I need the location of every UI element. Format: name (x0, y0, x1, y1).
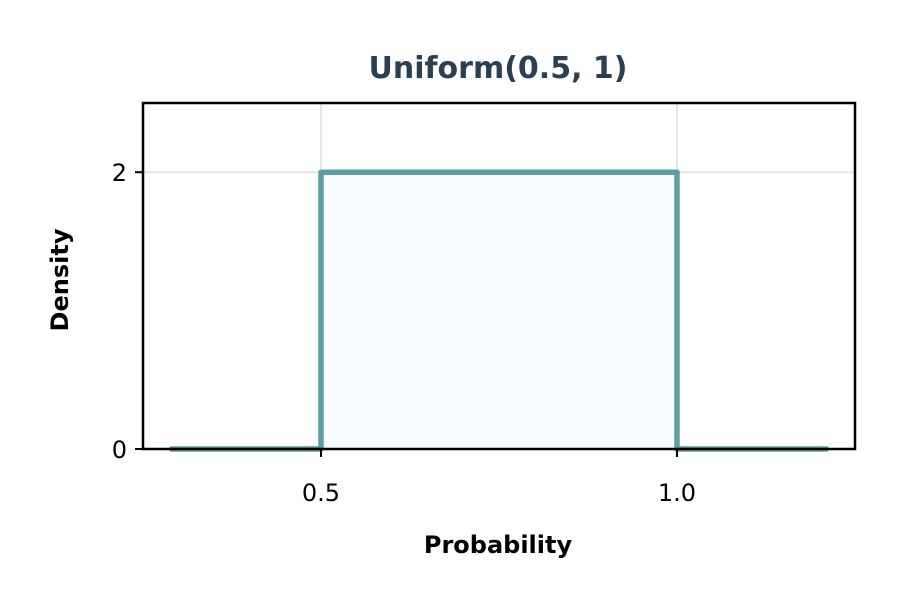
x-tick-label-0: 0.5 (302, 479, 340, 507)
density-fill-area (321, 172, 677, 449)
x-axis-label: Probability (424, 531, 573, 559)
x-tick-label-1: 1.0 (658, 479, 696, 507)
y-axis-label: Density (46, 228, 74, 331)
y-tick-label-0: 0 (112, 436, 127, 464)
chart-title: Uniform(0.5, 1) (369, 51, 628, 86)
axis-ticks: 0.5 1.0 0 2 (112, 159, 696, 507)
plot-frame (141, 101, 857, 451)
y-tick-label-1: 2 (112, 159, 127, 187)
